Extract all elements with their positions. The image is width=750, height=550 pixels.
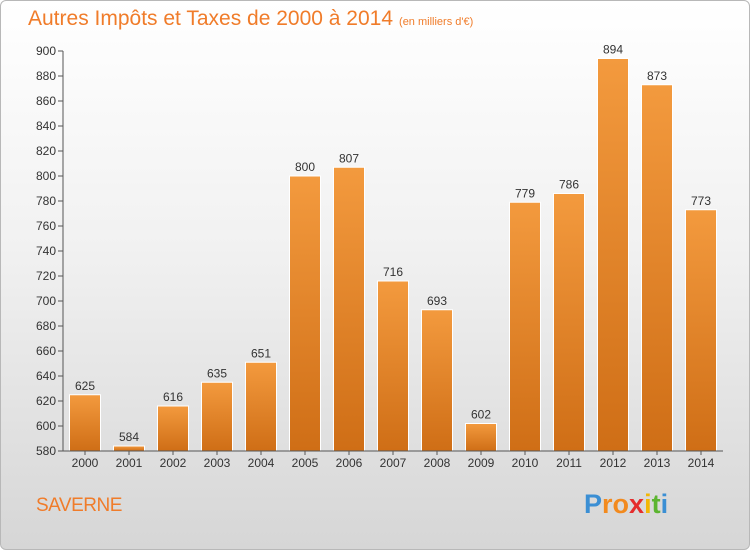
bar-2001 bbox=[113, 445, 145, 452]
bar-2008 bbox=[421, 309, 453, 452]
data-label-2010: 779 bbox=[515, 186, 535, 200]
x-tick-label-2003: 2003 bbox=[204, 456, 231, 470]
x-tick-label-2013: 2013 bbox=[644, 456, 671, 470]
data-label-2004: 651 bbox=[251, 346, 271, 360]
y-tick-label-580: 580 bbox=[36, 444, 56, 458]
logo-letter: t bbox=[651, 489, 661, 519]
axes bbox=[58, 50, 723, 455]
bar-2002 bbox=[157, 405, 189, 452]
data-label-2009: 602 bbox=[471, 408, 491, 422]
y-tick-label-740: 740 bbox=[36, 244, 56, 258]
x-tick-label-2001: 2001 bbox=[116, 456, 143, 470]
bar-2011 bbox=[553, 193, 585, 452]
x-tick-label-2008: 2008 bbox=[424, 456, 451, 470]
bar-2009 bbox=[465, 423, 497, 452]
bar-2005 bbox=[289, 175, 321, 452]
logo-letter: r bbox=[602, 489, 613, 519]
bar-2004 bbox=[245, 361, 277, 452]
y-tick-label-760: 760 bbox=[36, 219, 56, 233]
data-label-2013: 873 bbox=[647, 69, 667, 83]
y-tick-label-860: 860 bbox=[36, 94, 56, 108]
chart-subtitle: (en milliers d'€) bbox=[399, 16, 474, 28]
labels: 625 2000 584 2001 616 2002 635 2003 651 2004 800 20… bbox=[36, 43, 715, 471]
city-name: SAVERNE bbox=[36, 495, 122, 516]
y-tick-label-700: 700 bbox=[36, 294, 56, 308]
y-tick-label-800: 800 bbox=[36, 169, 56, 183]
y-tick-label-620: 620 bbox=[36, 394, 56, 408]
x-tick-label-2000: 2000 bbox=[72, 456, 99, 470]
data-label-2001: 584 bbox=[119, 430, 139, 444]
data-label-2003: 635 bbox=[207, 366, 227, 380]
data-label-2007: 716 bbox=[383, 265, 403, 279]
logo-letter: i bbox=[644, 489, 652, 519]
x-tick-label-2004: 2004 bbox=[248, 456, 275, 470]
x-tick-label-2009: 2009 bbox=[468, 456, 495, 470]
data-label-2014: 773 bbox=[691, 194, 711, 208]
data-label-2006: 807 bbox=[339, 151, 359, 165]
x-tick-label-2006: 2006 bbox=[336, 456, 363, 470]
data-label-2012: 894 bbox=[603, 43, 623, 57]
bar-2003 bbox=[201, 381, 233, 452]
bars bbox=[69, 58, 717, 452]
logo-letter: o bbox=[612, 489, 630, 519]
y-tick-label-840: 840 bbox=[36, 119, 56, 133]
x-tick-label-2007: 2007 bbox=[380, 456, 407, 470]
logo-letter: P bbox=[584, 489, 603, 519]
bar-2007 bbox=[377, 280, 409, 452]
y-tick-label-680: 680 bbox=[36, 319, 56, 333]
y-tick-label-900: 900 bbox=[36, 44, 56, 58]
bar-2013 bbox=[641, 84, 673, 452]
y-tick-label-820: 820 bbox=[36, 144, 56, 158]
data-label-2011: 786 bbox=[559, 178, 579, 192]
bar-2010 bbox=[509, 201, 541, 452]
y-tick-label-660: 660 bbox=[36, 344, 56, 358]
bar-2006 bbox=[333, 166, 365, 452]
x-tick-label-2012: 2012 bbox=[600, 456, 627, 470]
x-tick-label-2010: 2010 bbox=[512, 456, 539, 470]
logo-letter: i bbox=[660, 489, 669, 519]
y-tick-label-720: 720 bbox=[36, 269, 56, 283]
x-tick-label-2011: 2011 bbox=[556, 456, 582, 470]
bar-2014 bbox=[685, 209, 717, 452]
logo-letter: x bbox=[629, 489, 645, 519]
x-tick-label-2002: 2002 bbox=[160, 456, 187, 470]
y-tick-label-880: 880 bbox=[36, 69, 56, 83]
bar-2000 bbox=[69, 394, 101, 452]
bar-2012 bbox=[597, 58, 629, 452]
y-tick-label-780: 780 bbox=[36, 194, 56, 208]
data-label-2000: 625 bbox=[75, 379, 95, 393]
data-label-2008: 693 bbox=[427, 294, 447, 308]
y-tick-label-640: 640 bbox=[36, 369, 56, 383]
chart-title-text: Autres Impôts et Taxes de 2000 à 2014 bbox=[28, 7, 394, 30]
proxiti-logo: Proxiti bbox=[584, 489, 668, 520]
data-label-2002: 616 bbox=[163, 390, 183, 404]
chart-title: Autres Impôts et Taxes de 2000 à 2014 (en… bbox=[28, 7, 473, 31]
x-tick-label-2014: 2014 bbox=[688, 456, 715, 470]
y-tick-label-600: 600 bbox=[36, 419, 56, 433]
data-label-2005: 800 bbox=[295, 160, 315, 174]
x-tick-label-2005: 2005 bbox=[292, 456, 319, 470]
